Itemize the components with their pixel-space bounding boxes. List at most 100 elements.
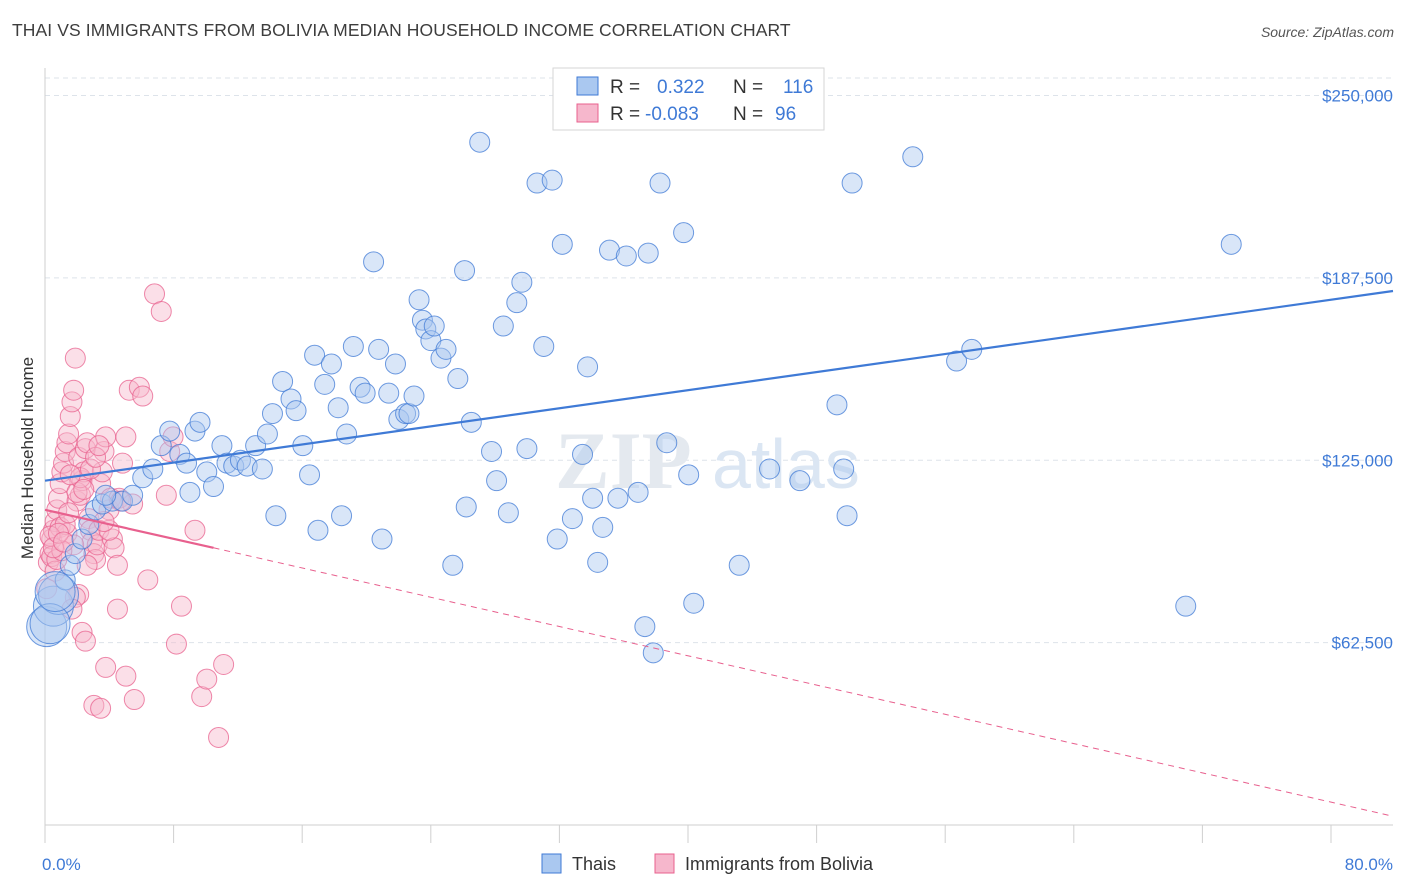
thais-point — [902, 146, 924, 168]
thais-point — [32, 585, 74, 627]
thais-point — [836, 505, 858, 527]
thais-point — [142, 458, 164, 480]
thais-point — [789, 470, 811, 492]
thais-point — [299, 464, 321, 486]
bolivia-point — [64, 586, 86, 608]
bolivia-point — [213, 654, 235, 676]
thais-point — [511, 271, 533, 293]
thais-point — [826, 394, 848, 416]
thais-point — [637, 242, 659, 264]
bolivia-point — [118, 379, 140, 401]
thais-point — [572, 443, 594, 465]
thais-trend-line — [44, 289, 1394, 482]
watermark-zip: ZIP — [555, 415, 692, 506]
thais-point — [551, 233, 573, 255]
bolivia-point — [170, 595, 192, 617]
thais-point — [642, 642, 664, 664]
thais-point — [176, 452, 198, 474]
thais-point — [649, 172, 671, 194]
thais-point — [455, 496, 477, 518]
thais-point — [592, 516, 614, 538]
bolivia-point — [208, 726, 230, 748]
trend-lines — [44, 289, 1394, 817]
thais-point — [211, 435, 233, 457]
thais-point — [454, 260, 476, 282]
thais-point — [598, 239, 620, 261]
y-tick-label: $125,000 — [1322, 451, 1393, 470]
thais-point — [541, 169, 563, 191]
legend-pink-n-label: N = — [733, 104, 763, 125]
thais-point — [265, 505, 287, 527]
y-tick-label: $250,000 — [1322, 87, 1393, 106]
thais-point — [615, 245, 637, 267]
bolivia-point — [106, 554, 128, 576]
bolivia-point — [184, 519, 206, 541]
thais-point — [1220, 233, 1242, 255]
blue-series-points — [26, 131, 1242, 664]
bolivia-point — [66, 490, 88, 512]
thais-point — [577, 356, 599, 378]
bolivia-point — [123, 689, 145, 711]
thais-point — [486, 470, 508, 492]
bolivia-trend-extension — [213, 547, 1394, 817]
thais-point — [516, 438, 538, 460]
thais-point — [272, 370, 294, 392]
thais-point — [371, 528, 393, 550]
thais-point — [833, 458, 855, 480]
bolivia-point — [115, 665, 137, 687]
bolivia-point — [132, 385, 154, 407]
legend-pink-n: 96 — [775, 104, 796, 125]
legend-blue-n: 116 — [783, 77, 813, 98]
thais-point — [435, 338, 457, 360]
series-legend: Thais Immigrants from Bolivia — [541, 853, 874, 874]
thais-point — [384, 353, 406, 375]
legend-blue-swatch — [576, 76, 599, 96]
thais-point — [159, 420, 181, 442]
thais-point — [261, 403, 283, 425]
thais-point — [946, 350, 968, 372]
thais-point — [251, 458, 273, 480]
thais-point — [607, 487, 629, 509]
thais-point — [122, 484, 144, 506]
thais-point — [408, 289, 430, 311]
bolivia-point — [106, 598, 128, 620]
thais-point — [388, 408, 410, 430]
bolivia-point — [85, 446, 107, 468]
legend-blue-r: 0.322 — [657, 77, 705, 98]
bolivia-point — [54, 441, 76, 462]
thais-point — [469, 131, 491, 153]
thais-point — [29, 603, 71, 645]
bolivia-point — [196, 668, 218, 690]
thais-point — [627, 481, 649, 503]
thais-point — [1175, 595, 1197, 617]
thais-point — [673, 222, 695, 244]
thais-point — [37, 573, 79, 615]
thais-point — [415, 318, 437, 340]
thais-point — [492, 315, 514, 337]
bolivia-point — [63, 379, 85, 401]
bolivia-point — [95, 656, 117, 678]
thais-point — [634, 616, 656, 638]
bolivia-trend-line — [44, 508, 214, 549]
bolivia-point — [128, 376, 150, 398]
y-axis-label: Median Household Income — [18, 357, 37, 559]
thais-point — [307, 519, 329, 541]
thais-point — [759, 458, 781, 480]
y-tick-label: $187,500 — [1322, 269, 1393, 288]
bolivia-point — [58, 423, 80, 445]
stats-legend: R = 0.322 N = 116 R = -0.083 N = 96 — [552, 67, 825, 131]
bolivia-point — [101, 528, 123, 550]
bolivia-point — [144, 283, 166, 305]
thais-point — [280, 388, 302, 410]
bolivia-point — [115, 426, 137, 448]
x-tick-labels: 0.0% 80.0% — [42, 855, 1393, 874]
thais-point — [587, 551, 609, 573]
bolivia-point — [103, 537, 125, 559]
bolivia-point — [71, 621, 93, 643]
thais-point — [368, 338, 390, 360]
legend-blue-n-label: N = — [733, 77, 763, 98]
bolivia-point — [61, 391, 83, 413]
bolivia-point — [165, 633, 187, 655]
bolivia-point — [74, 630, 96, 652]
